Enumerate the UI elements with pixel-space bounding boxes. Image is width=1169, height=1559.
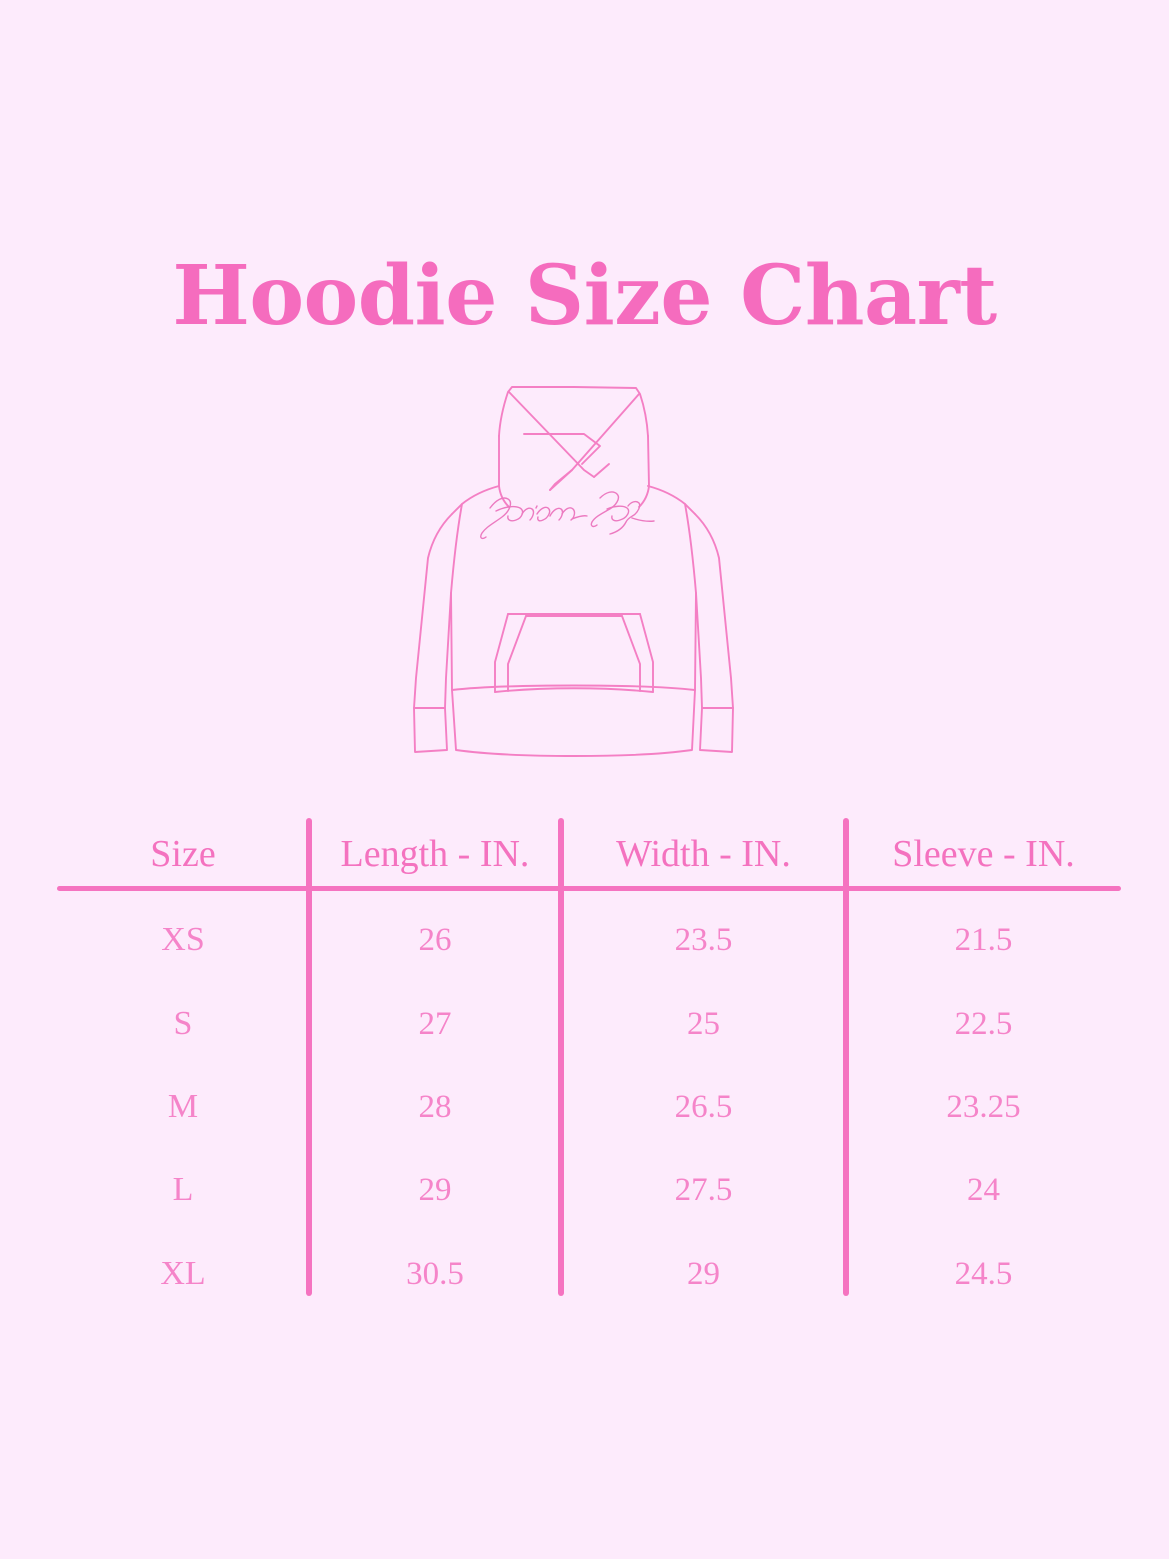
column-header-length: Length - IN. — [340, 833, 530, 875]
hoodie-illustration — [404, 378, 740, 778]
column-divider-3 — [843, 818, 849, 1296]
table-row: L 29 27.5 24 — [57, 1160, 1121, 1220]
column-divider-1 — [306, 818, 312, 1296]
column-divider-2 — [558, 818, 564, 1296]
cell-length: 26 — [418, 922, 452, 958]
table-row: M 28 26.5 23.25 — [57, 1077, 1121, 1137]
cell-width: 25 — [687, 1006, 720, 1042]
cell-length: 29 — [418, 1172, 452, 1208]
cell-sleeve: 22.5 — [954, 1006, 1013, 1042]
cell-size: XS — [161, 921, 205, 958]
cell-size: M — [167, 1088, 199, 1125]
column-header-size: Size — [150, 833, 216, 875]
cell-length: 28 — [418, 1089, 452, 1125]
table-row: XL 30.5 29 24.5 — [57, 1244, 1121, 1304]
cell-sleeve: 24 — [967, 1172, 1000, 1208]
cell-length: 27 — [418, 1006, 452, 1042]
cell-width: 26.5 — [674, 1089, 733, 1125]
size-chart-table: Size Length - IN. Width - IN. Sleeve - I… — [57, 812, 1121, 1302]
cell-size: L — [172, 1171, 194, 1208]
cell-sleeve: 24.5 — [954, 1256, 1013, 1292]
column-header-width: Width - IN. — [616, 833, 791, 875]
table-row: XS 26 23.5 21.5 — [57, 910, 1121, 970]
cell-sleeve: 23.25 — [946, 1089, 1021, 1125]
cell-width: 29 — [687, 1256, 720, 1292]
cell-width: 23.5 — [674, 922, 733, 958]
cell-sleeve: 21.5 — [954, 922, 1013, 958]
table-header-row: Size Length - IN. Width - IN. Sleeve - I… — [57, 826, 1121, 882]
cell-width: 27.5 — [674, 1172, 733, 1208]
table-row: S 27 25 22.5 — [57, 994, 1121, 1054]
cell-length: 30.5 — [406, 1256, 464, 1292]
column-header-sleeve: Sleeve - IN. — [892, 833, 1075, 875]
cell-size: XL — [160, 1255, 206, 1292]
page-title: Hoodie Size Chart — [172, 248, 997, 344]
cell-size: S — [173, 1005, 193, 1042]
header-rule — [57, 886, 1121, 891]
